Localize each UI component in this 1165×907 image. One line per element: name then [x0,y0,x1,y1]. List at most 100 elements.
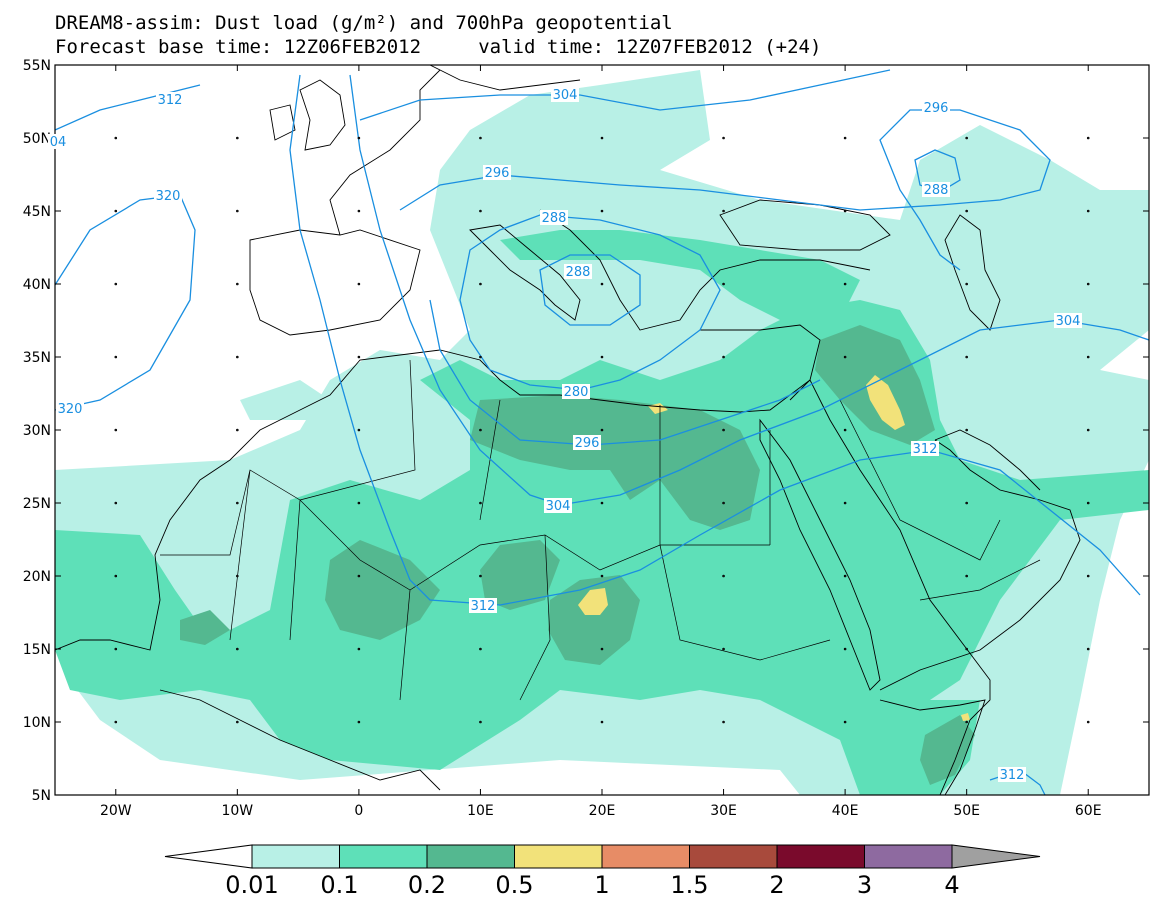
grid-dot [114,136,118,140]
map-subtitle: Forecast base time: 12Z06FEB2012 valid t… [55,36,822,58]
lon-label: 60E [1075,803,1102,819]
contour-label: 320 [156,189,181,204]
dust-area-yellow-4 [961,713,970,721]
contour-label: 320 [58,402,83,417]
grid-dot [722,574,725,578]
lat-label: 5N [32,788,51,804]
grid-dot [843,501,847,505]
arabian-coast [879,439,1081,691]
lat-label: 50N [23,131,51,147]
grid-dot [236,355,239,359]
grid-dot [479,355,482,359]
grid-dot [114,355,118,359]
colorbar-bin [426,844,515,869]
ireland [269,104,296,141]
dust-area-light-2 [240,380,330,420]
contour-280 [539,254,641,326]
dust-area-dark [325,540,440,640]
grid-dot [479,720,482,724]
grid-dot [236,574,239,578]
grid-dot [843,574,847,578]
grid-dot [236,209,239,213]
grid-dot [479,209,482,213]
grid-dot [1086,720,1090,724]
contour-label: 288 [924,183,949,198]
contour-label: 312 [158,93,183,108]
grid-dot [600,282,604,286]
dust-area-dark-3 [548,575,640,665]
persian-gulf [934,429,1041,491]
scandinavia-coast [429,65,581,91]
grid-dot [1086,647,1090,651]
contour-label-bg [56,401,84,416]
grid-dot [722,501,725,505]
grid-dot [843,136,847,140]
colorbar-label: 3 [857,871,872,899]
red-sea [759,418,881,691]
lat-label: 55N [23,58,51,74]
grid-dot [1086,574,1090,578]
lon-label: 0 [354,803,363,819]
contour-288-east [914,149,961,193]
grid-dot [479,136,482,140]
contour-304-north [359,69,891,121]
contour-304 [349,74,1149,506]
contour-label-bg [573,435,601,450]
colorbar-label: 1.5 [670,871,708,899]
grid-dot [236,501,239,505]
italy-coast [469,224,581,321]
contour-label: 288 [542,211,567,226]
lat-label: 35N [23,350,51,366]
grid-dot [357,428,361,432]
lat-label: 45N [23,204,51,220]
grid-dot [843,355,847,359]
colorbar-label: 0.01 [225,871,278,899]
contour-288 [459,214,721,391]
contour-label-bg [911,441,939,456]
lat-label: 15N [23,642,51,658]
grid-dot [965,355,968,359]
british-isles [299,79,346,151]
colorbar-bin [514,844,603,869]
contour-312-outer [289,74,1141,606]
coastlines [55,65,1081,795]
colorbar-label: 0.5 [495,871,533,899]
contour-label-bg [540,210,568,225]
contour-296 [399,109,1051,271]
contour-label: 312 [913,442,938,457]
contour-label-bg [154,188,182,203]
contour-label-bg [483,165,511,180]
levant-coast [700,324,821,401]
contour-label: 296 [575,436,600,451]
grid-dot [479,501,482,505]
grid-dot [1086,428,1090,432]
grid-dot [236,136,239,140]
contour-label-bg [48,134,68,149]
grid-dot [722,136,725,140]
map-title: DREAM8-assim: Dust load (g/m²) and 700hP… [55,12,673,34]
lon-label: 20W [100,803,132,819]
lat-label: 10N [23,715,51,731]
country-borders [160,359,1041,701]
grid-dot [1086,136,1090,140]
grid-dot [1086,282,1090,286]
grid-dot [965,574,968,578]
colorbar-label: 2 [769,871,784,899]
lat-label: 30N [23,423,51,439]
dust-area-yellow-2 [866,375,905,430]
lat-label: 20N [23,569,51,585]
colorbar-under-arrow [164,844,253,869]
contour-label-bg [922,100,950,115]
grid-dot [236,647,239,651]
colorbar-bin [776,844,865,869]
lat-label: 40N [23,277,51,293]
grid-dot [357,574,361,578]
grid-dot [114,720,118,724]
grid-dot [479,574,482,578]
grid-dot [357,282,361,286]
lon-label: 50E [953,803,980,819]
grid-dot [843,209,847,213]
colorbar-label: 0.2 [408,871,446,899]
grid-dot [600,647,604,651]
